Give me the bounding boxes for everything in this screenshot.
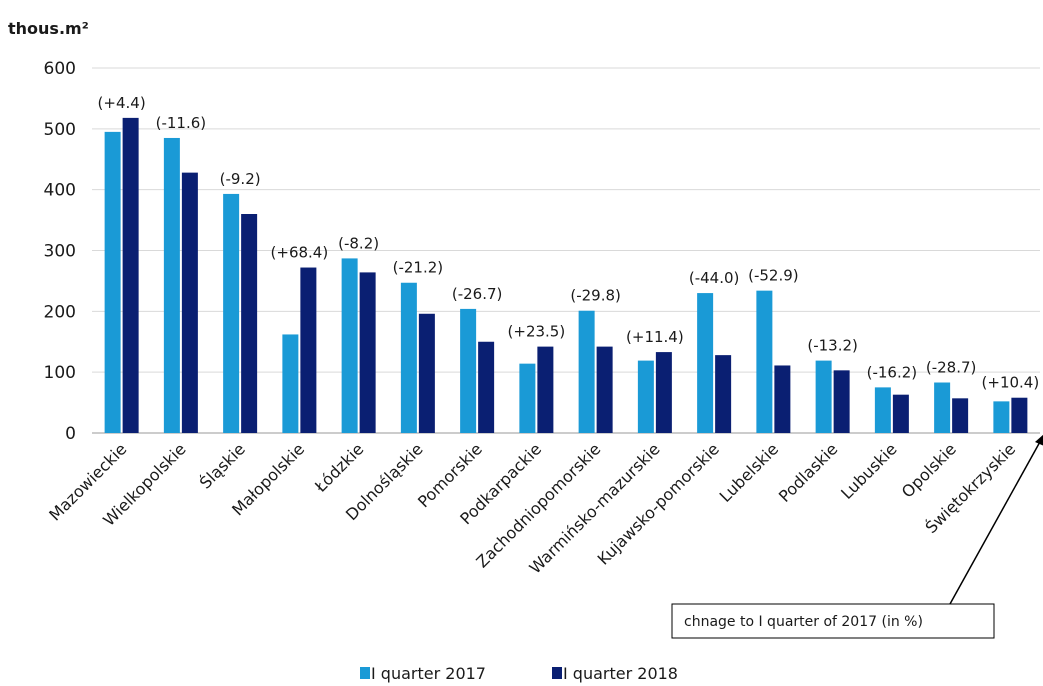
bar-2017 [697, 293, 714, 433]
y-tick-label: 400 [44, 181, 76, 201]
legend-label-2017: I quarter 2017 [371, 664, 486, 683]
change-label: (-44.0) [689, 269, 740, 287]
change-label: (-11.6) [156, 114, 207, 132]
y-axis-ticks: 0 100 200 300 400 500 600 [44, 59, 76, 444]
category-label: Lubelskie [716, 439, 783, 506]
y-tick-label: 200 [44, 302, 76, 322]
change-label: (-9.2) [220, 170, 261, 188]
change-label: (-28.7) [926, 359, 977, 377]
bar-2017 [934, 382, 951, 433]
bar-2018 [892, 394, 909, 433]
change-label: (-26.7) [452, 285, 503, 303]
bar-2018 [715, 355, 732, 433]
category-label: Łódzkie [310, 439, 367, 496]
bar-2018 [300, 267, 317, 433]
legend-swatch-2018 [552, 667, 562, 679]
category-label: Kujawsko-pomorskie [594, 439, 723, 568]
y-tick-label: 0 [65, 424, 76, 444]
bar-2017 [223, 193, 240, 433]
change-label: (+11.4) [626, 328, 684, 346]
category-label: Lubuskie [837, 439, 901, 503]
bar-2018 [596, 346, 613, 433]
bar-2018 [655, 352, 672, 433]
category-label: Opolskie [898, 439, 960, 501]
callout-text: chnage to I quarter of 2017 (in %) [684, 614, 923, 630]
y-axis-unit-label: thous.m² [8, 19, 89, 38]
change-label: (-8.2) [338, 234, 379, 252]
change-labels: (+4.4) (-11.6) (-9.2) (+68.4) (-8.2) (-21.2) (… [98, 94, 1040, 392]
callout-arrow-line [949, 439, 1042, 605]
bar-2018 [833, 370, 850, 433]
change-label: (-21.2) [393, 259, 444, 277]
y-tick-label: 100 [44, 363, 76, 383]
bar-2017 [637, 360, 654, 433]
callout-arrowhead [1035, 434, 1043, 446]
bar-2018 [537, 346, 554, 433]
bar-2017 [578, 310, 595, 433]
change-label: (-13.2) [807, 337, 858, 355]
bar-2018 [181, 172, 198, 433]
bar-2017 [815, 360, 832, 433]
bar-2018 [952, 398, 969, 433]
bar-2018 [122, 117, 139, 433]
bar-2017 [993, 401, 1010, 433]
category-label: Śląskie [196, 439, 249, 492]
bar-2017 [519, 363, 536, 433]
y-tick-label: 500 [44, 120, 76, 140]
y-tick-label: 600 [44, 59, 76, 79]
change-label: (-29.8) [570, 287, 621, 305]
legend: I quarter 2017 I quarter 2018 [360, 664, 678, 683]
bar-2018 [774, 365, 791, 433]
bar-2018 [418, 313, 435, 433]
callout-box [671, 603, 995, 639]
callout: chnage to I quarter of 2017 (in %) [671, 434, 1043, 639]
legend-label-2018: I quarter 2018 [563, 664, 678, 683]
legend-swatch-2017 [360, 667, 370, 679]
change-label: (+68.4) [271, 244, 329, 262]
bar-2017 [104, 131, 121, 433]
bar-2018 [478, 341, 495, 433]
y-tick-label: 300 [44, 242, 76, 262]
bar-2017 [460, 308, 477, 433]
bar-2017 [163, 137, 180, 434]
bar-2017 [341, 258, 358, 433]
bar-2018 [241, 214, 258, 433]
change-label: (-52.9) [748, 267, 799, 285]
bar-2018 [1011, 397, 1028, 433]
change-label: (+23.5) [508, 323, 566, 341]
bars [104, 117, 1028, 434]
bar-2017 [756, 290, 773, 433]
category-label: Podlaskie [775, 439, 842, 506]
bar-2018 [359, 272, 376, 433]
bar-2017 [874, 387, 891, 433]
change-label: (+10.4) [982, 374, 1040, 392]
change-label: (-16.2) [867, 363, 918, 381]
change-label: (+4.4) [98, 94, 146, 112]
bar-2017 [400, 282, 417, 433]
bar-2017 [282, 334, 299, 433]
